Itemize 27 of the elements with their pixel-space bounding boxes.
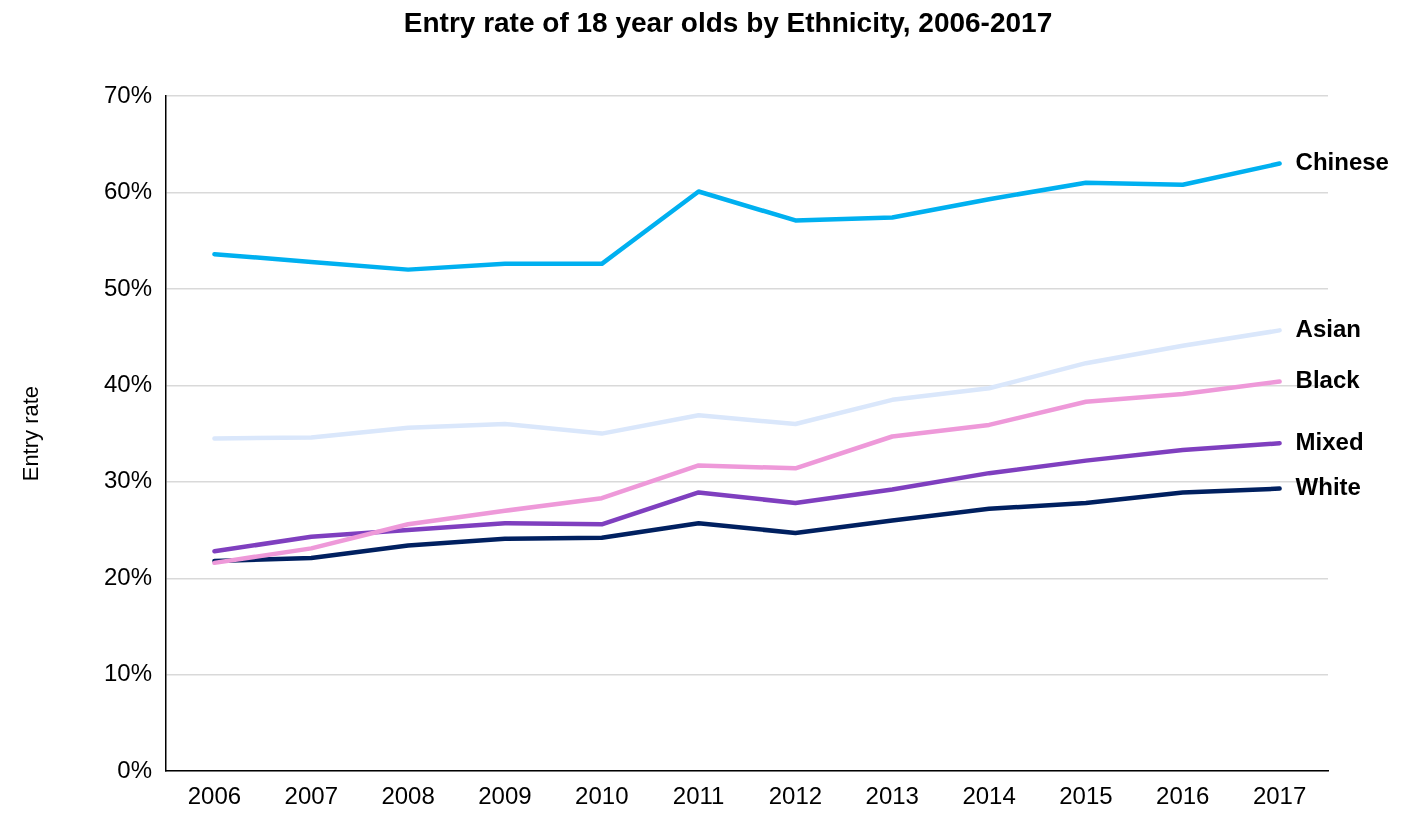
y-tick-label: 10% [103,659,153,687]
y-tick-label: 50% [103,273,153,301]
y-tick-label: 30% [103,466,153,494]
x-tick-label: 2012 [768,782,823,810]
series-label: White [1295,473,1361,501]
x-tick-label: 2017 [1252,782,1307,810]
y-tick-label: 60% [103,177,153,205]
y-tick-label: 40% [103,370,153,397]
x-tick-label: 2015 [1059,782,1113,810]
series-label: Chinese [1295,148,1389,176]
x-tick-label: 2011 [672,782,725,810]
y-tick-label: 20% [103,562,153,590]
x-tick-label: 2006 [187,782,242,810]
x-tick-label: 2007 [284,782,338,810]
series-label: Asian [1295,315,1361,343]
x-tick-label: 2014 [962,782,1016,810]
series-label: Mixed [1295,427,1364,455]
y-axis-title: Entry rate [18,385,44,482]
x-tick-label: 2010 [575,782,629,810]
x-tick-label: 2013 [865,782,919,810]
series-label: Black [1295,366,1361,394]
chart-title: Entry rate of 18 year olds by Ethnicity, 2006-2017 [403,6,1053,38]
y-tick-label: 0% [117,755,153,783]
x-tick-label: 2016 [1156,782,1210,810]
x-tick-label: 2008 [381,782,435,810]
x-tick-label: 2009 [478,782,532,810]
y-tick-label: 70% [103,80,153,108]
